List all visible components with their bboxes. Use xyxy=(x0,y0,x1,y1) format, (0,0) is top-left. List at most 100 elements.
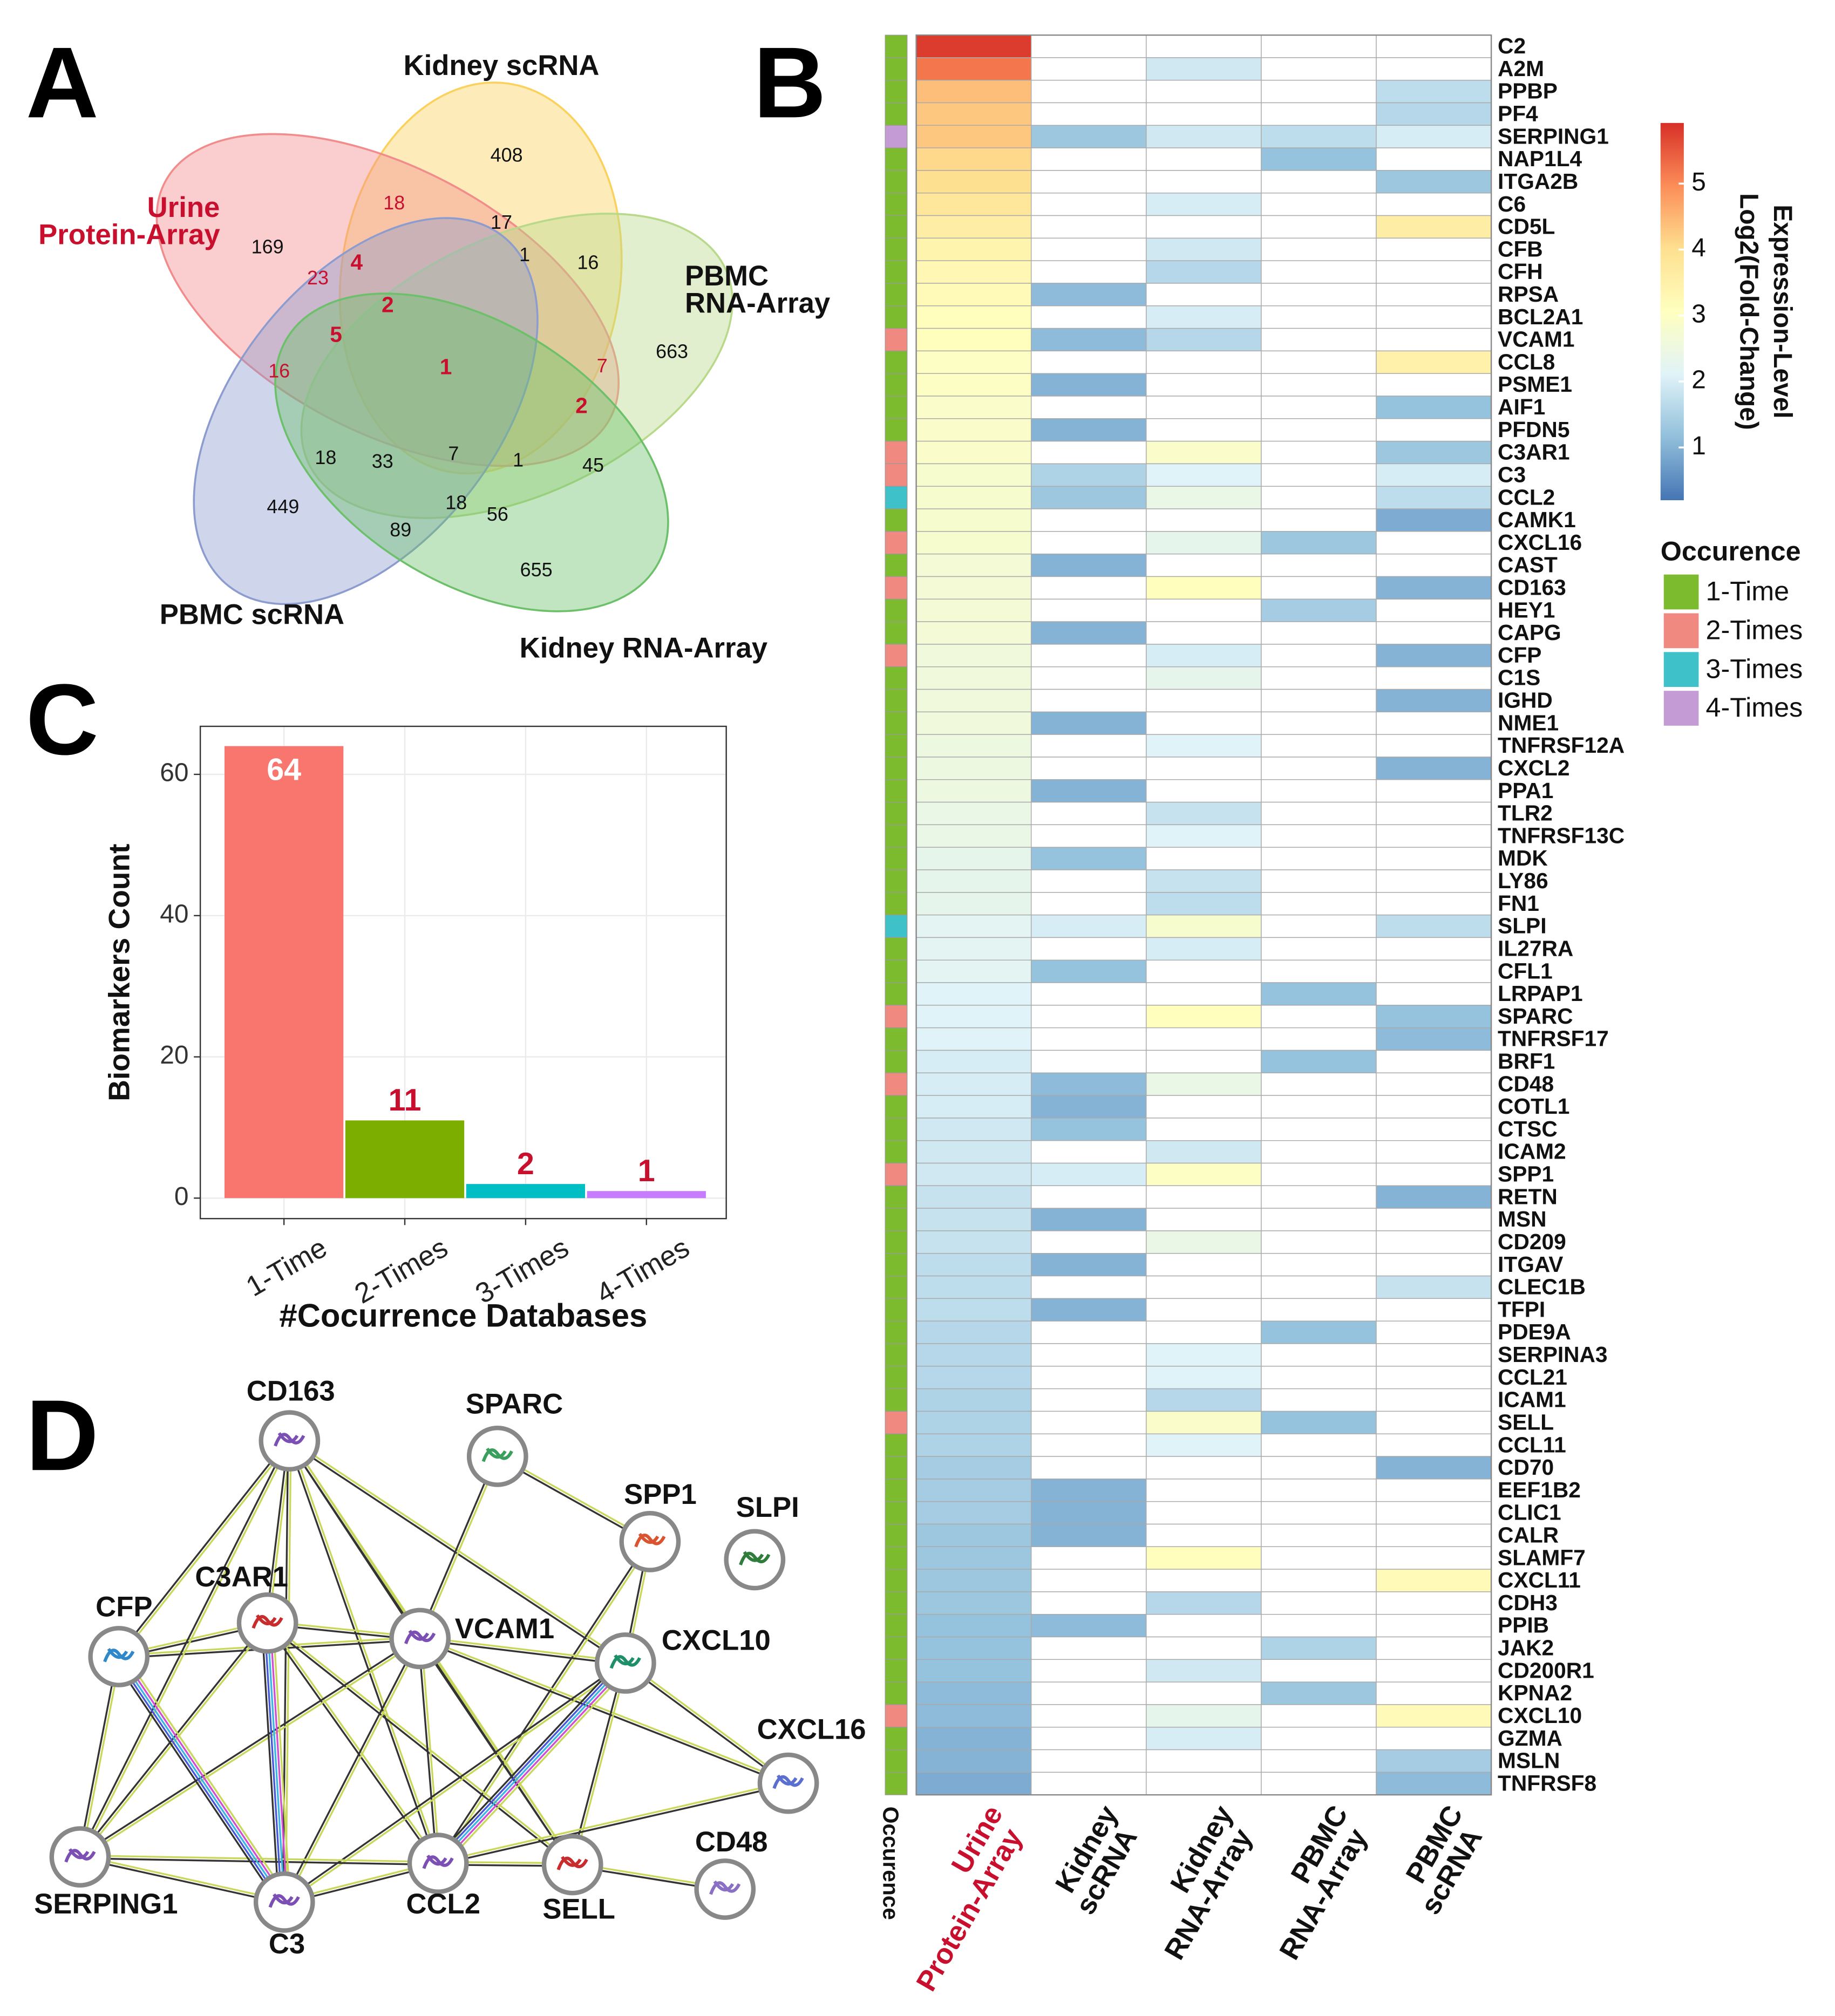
empty-cell xyxy=(1146,396,1262,419)
row-label: TLR2 xyxy=(1498,801,1553,826)
empty-cell xyxy=(1376,1118,1492,1141)
heatmap-cell xyxy=(1146,1659,1262,1683)
network-edge xyxy=(282,1637,420,1902)
row-label: KPNA2 xyxy=(1498,1680,1572,1705)
network-edge xyxy=(118,1656,286,1903)
empty-cell xyxy=(1146,1275,1262,1299)
empty-cell xyxy=(1030,1388,1147,1412)
row-label: ICAM1 xyxy=(1498,1387,1566,1412)
occurrence-cell xyxy=(885,1275,908,1299)
heatmap-cell xyxy=(1030,1298,1147,1322)
occurrence-cell xyxy=(885,531,908,555)
heatmap-cell xyxy=(1146,1343,1262,1367)
row-label: CLIC1 xyxy=(1498,1500,1561,1525)
empty-cell xyxy=(1376,1095,1492,1119)
network-edge xyxy=(80,1639,422,1859)
empty-cell xyxy=(1261,328,1377,352)
empty-cell xyxy=(1261,102,1377,126)
venn-count: 45 xyxy=(582,454,604,476)
heatmap-cell xyxy=(1376,1569,1492,1592)
row-label: COTL1 xyxy=(1498,1094,1569,1119)
empty-cell xyxy=(1030,1411,1147,1434)
empty-cell xyxy=(1146,1208,1262,1231)
legend-key xyxy=(1662,650,1700,689)
heatmap-cell xyxy=(1030,1072,1147,1096)
occurrence-cell xyxy=(885,1388,908,1412)
empty-cell xyxy=(1146,847,1262,870)
empty-cell xyxy=(1030,824,1147,848)
empty-cell xyxy=(1030,192,1147,216)
node-label: SPARC xyxy=(466,1388,563,1420)
heatmap-cell xyxy=(1146,1546,1262,1570)
venn-count: 33 xyxy=(372,450,393,472)
empty-cell xyxy=(1261,305,1377,329)
row-label: IGHD xyxy=(1498,688,1553,713)
empty-cell xyxy=(1030,1027,1147,1051)
heatmap-cell xyxy=(915,914,1032,938)
x-tick-label: 1-Time xyxy=(241,1231,332,1303)
empty-cell xyxy=(1261,192,1377,216)
node-structure xyxy=(422,1854,454,1869)
empty-cell xyxy=(1146,1569,1262,1592)
heatmap-cell xyxy=(915,1072,1032,1096)
network-edge xyxy=(417,1638,438,1864)
empty-cell xyxy=(1030,1005,1147,1029)
heatmap-cell xyxy=(1376,914,1492,938)
panel-letter: A xyxy=(26,26,99,139)
node-structure xyxy=(481,1447,513,1462)
row-label: CCL11 xyxy=(1498,1432,1566,1457)
heatmap-cell xyxy=(1376,440,1492,465)
empty-cell xyxy=(1146,959,1262,983)
heatmap-cell xyxy=(1146,328,1262,352)
empty-cell xyxy=(1376,1230,1492,1254)
row-label: EEF1B2 xyxy=(1498,1477,1581,1502)
venn-set-label: Kidney RNA-Array xyxy=(520,632,767,664)
row-label: VCAM1 xyxy=(1498,327,1574,352)
occurrence-cell xyxy=(885,1591,908,1615)
empty-cell xyxy=(1030,1366,1147,1390)
row-label: CXCL16 xyxy=(1498,530,1582,555)
row-label: CFB xyxy=(1498,236,1543,261)
empty-cell xyxy=(1376,959,1492,983)
empty-cell xyxy=(1261,1613,1377,1638)
empty-cell xyxy=(1030,1659,1147,1683)
empty-cell xyxy=(1261,1704,1377,1728)
empty-cell xyxy=(1261,1569,1377,1592)
heatmap-cell xyxy=(1030,1208,1147,1231)
venn-count: 1 xyxy=(519,243,530,265)
network-edge xyxy=(441,1666,630,1868)
empty-cell xyxy=(1376,1072,1492,1096)
heatmap-cell xyxy=(915,396,1032,419)
occurrence-cell xyxy=(885,869,908,893)
empty-cell xyxy=(1030,892,1147,916)
row-label: C1S xyxy=(1498,665,1540,690)
empty-cell xyxy=(1146,508,1262,532)
heatmap-cell xyxy=(915,147,1032,171)
empty-cell xyxy=(1261,283,1377,307)
venn-count: 16 xyxy=(577,251,599,273)
node-label: CFP xyxy=(96,1591,152,1623)
empty-cell xyxy=(1376,1388,1492,1412)
heatmap-cell xyxy=(1261,1411,1377,1434)
empty-cell xyxy=(1146,689,1262,713)
occurrence-cell xyxy=(885,1546,908,1570)
empty-cell xyxy=(1146,170,1262,194)
heatmap-cell xyxy=(1376,644,1492,668)
row-label: SELL xyxy=(1498,1409,1554,1434)
node-structure xyxy=(268,1893,300,1908)
row-label: RPSA xyxy=(1498,282,1559,307)
venn-set xyxy=(300,213,733,519)
occurrence-cell xyxy=(885,102,908,126)
row-label: PFDN5 xyxy=(1498,417,1569,442)
network-edge xyxy=(284,1441,292,1902)
venn-count: 56 xyxy=(487,503,508,525)
empty-cell xyxy=(1261,824,1377,848)
venn-count: 2 xyxy=(382,292,394,317)
empty-cell xyxy=(1261,1479,1377,1502)
network-edge xyxy=(115,1657,283,1904)
empty-cell xyxy=(1376,1501,1492,1525)
heatmap-cell xyxy=(1376,1772,1492,1795)
empty-cell xyxy=(1261,553,1377,577)
row-label: PPBP xyxy=(1498,79,1558,104)
row-label: TNFRSF13C xyxy=(1498,823,1625,848)
